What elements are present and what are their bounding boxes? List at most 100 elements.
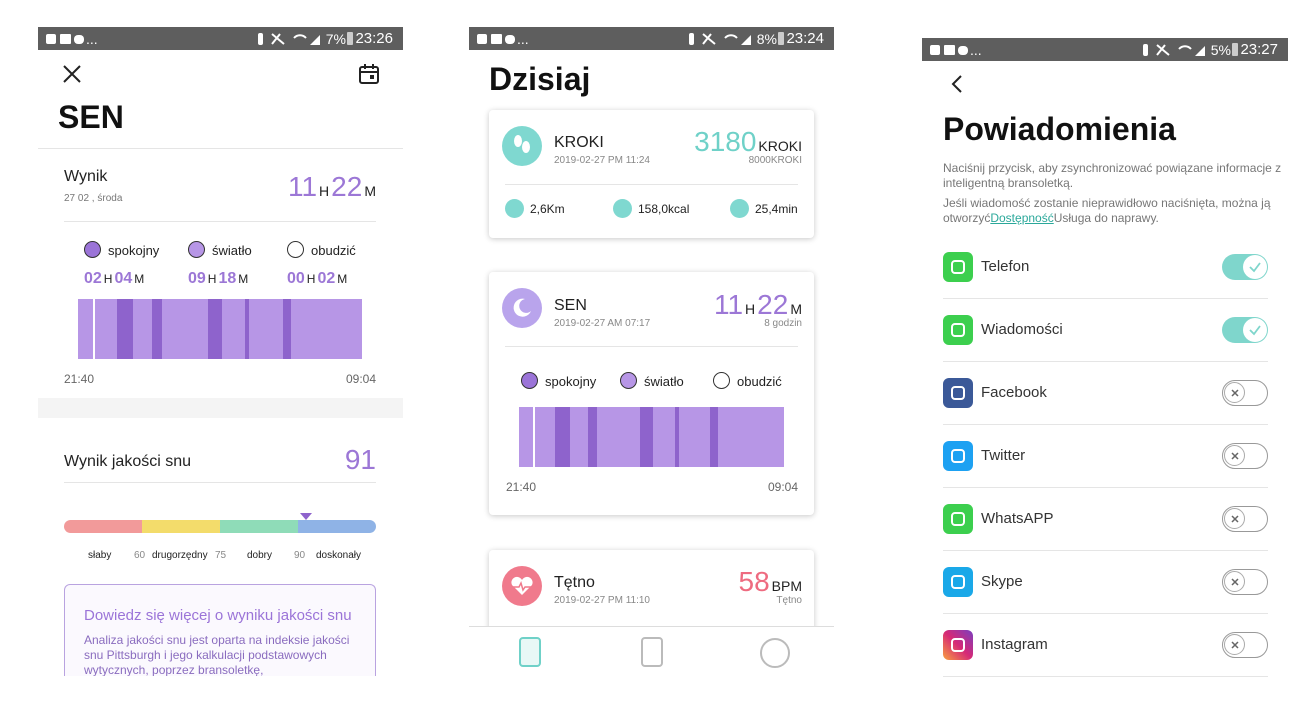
phase-duration: 00 H 02 M xyxy=(287,271,347,287)
stat-icon xyxy=(505,199,524,218)
accessibility-link[interactable]: Dostępność xyxy=(990,211,1054,225)
intro-text: Naciśnij przycisk, aby zsynchronizować p… xyxy=(943,161,1282,190)
steps-total: 3180 KROKI xyxy=(694,128,802,156)
heart-label: Tętno xyxy=(554,574,595,591)
divider xyxy=(943,550,1268,551)
total-sleep: 11 H 22 M xyxy=(288,173,376,201)
divider xyxy=(943,424,1268,425)
close-button xyxy=(63,65,81,83)
phase-duration: 09 H 18 M xyxy=(188,271,248,287)
info-title: Dowiedz się więcej o wyniku jakości snu xyxy=(84,607,352,624)
heart-note: Tętno xyxy=(776,595,802,606)
notification-toggle[interactable] xyxy=(1222,380,1268,406)
legend-dot xyxy=(713,372,730,389)
toggle-knob xyxy=(1224,571,1245,592)
app-icon xyxy=(943,315,973,345)
steps-goal: 8000KROKI xyxy=(748,155,802,166)
unit: KROKI xyxy=(758,138,802,154)
unit: H xyxy=(103,272,113,286)
status-time: 23:27 xyxy=(1240,41,1278,58)
notification-toggle[interactable] xyxy=(1222,569,1268,595)
quality-marker xyxy=(300,513,312,520)
app-glyph xyxy=(951,638,965,652)
notification-toggle[interactable] xyxy=(1222,317,1268,343)
phase-hours: 00 xyxy=(287,270,305,287)
notification-toggle[interactable] xyxy=(1222,254,1268,280)
quality-segment xyxy=(220,520,298,533)
unit: BPM xyxy=(771,578,802,594)
score-date: 27 02 , środa xyxy=(64,193,123,204)
score-label: Wynik xyxy=(64,168,108,185)
status-icons-left xyxy=(46,34,84,44)
cross-mark xyxy=(1230,514,1239,523)
sleep-note: 8 godzin xyxy=(764,318,802,329)
app-name: Twitter xyxy=(981,447,1026,464)
notification-toggle[interactable] xyxy=(1222,506,1268,532)
legend-dot xyxy=(84,241,101,258)
status-battery: 8% xyxy=(756,31,777,47)
toggle-knob xyxy=(1224,508,1245,529)
sleep-segment xyxy=(587,407,598,467)
battery-icon xyxy=(347,32,353,45)
check-mark xyxy=(1249,325,1261,336)
toggle-knob xyxy=(1243,318,1267,342)
legend-label: światło xyxy=(644,374,684,389)
divider xyxy=(943,676,1268,677)
quality-scale-label: słaby xyxy=(88,550,112,561)
app-icon xyxy=(943,252,973,282)
app-glyph xyxy=(951,386,965,400)
end-time: 09:04 xyxy=(345,372,376,386)
heart-rate: 58 BPM xyxy=(739,568,803,596)
sleep-segment xyxy=(555,407,571,467)
app-icon xyxy=(943,441,973,471)
divider xyxy=(38,148,403,149)
sleep-segment xyxy=(92,299,95,359)
toggle-knob xyxy=(1224,382,1245,403)
hint-text: Jeśli wiadomość zostanie nieprawidłowo n… xyxy=(943,196,1288,226)
sleep-minutes: 22 xyxy=(757,289,789,320)
score-hours: 11 xyxy=(287,171,318,202)
start-time: 21:40 xyxy=(506,480,537,494)
notification-toggle[interactable] xyxy=(1222,632,1268,658)
app-glyph xyxy=(951,323,965,337)
unit: H xyxy=(745,301,756,317)
steps-value: 3180 xyxy=(694,126,757,157)
app-glyph xyxy=(951,260,965,274)
card xyxy=(489,550,814,640)
legend-dot xyxy=(521,372,538,389)
check-mark xyxy=(1249,262,1261,273)
card xyxy=(489,110,814,238)
quality-scale-label: drugorzędny xyxy=(152,550,208,561)
heart xyxy=(511,576,533,595)
nav-device[interactable] xyxy=(641,637,663,667)
sleep-hours: 11 xyxy=(713,289,744,320)
phase-hours: 02 xyxy=(84,270,102,287)
unit: H xyxy=(306,272,316,286)
nav-profile[interactable] xyxy=(760,638,790,668)
sleep-total: 11 H 22 M xyxy=(714,291,802,319)
app-name: Skype xyxy=(981,573,1023,590)
score-minutes: 22 xyxy=(331,171,363,202)
info-box: Dowiedz się więcej o wyniku jakości snu A… xyxy=(64,584,376,676)
heart-date: 2019-02-27 PM 11:10 xyxy=(554,595,650,606)
unit: M xyxy=(238,272,249,286)
status-icons-left xyxy=(930,45,968,55)
notification-toggle[interactable] xyxy=(1222,443,1268,469)
divider xyxy=(943,487,1268,488)
legend-label: światło xyxy=(212,243,252,258)
unit: H xyxy=(319,183,330,199)
status-time: 23:26 xyxy=(355,30,393,47)
unit: M xyxy=(790,301,802,317)
legend-label: obudzić xyxy=(311,243,356,258)
status-time: 23:24 xyxy=(786,30,824,47)
cross-mark xyxy=(1230,451,1239,460)
phase-minutes: 04 xyxy=(114,270,133,287)
status-icons-right xyxy=(1143,44,1205,56)
steps-date: 2019-02-27 PM 11:24 xyxy=(554,155,650,166)
phase-minutes: 18 xyxy=(218,270,237,287)
unit: H xyxy=(207,272,217,286)
quality-scale-label: 90 xyxy=(294,550,306,561)
status-more: ... xyxy=(970,42,982,58)
toggle-knob xyxy=(1243,255,1267,279)
nav-today[interactable] xyxy=(519,637,541,667)
